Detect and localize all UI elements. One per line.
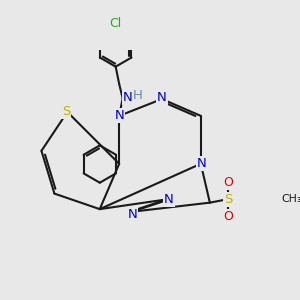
Text: N: N — [114, 110, 124, 122]
Text: S: S — [224, 193, 232, 206]
Text: O: O — [223, 210, 233, 223]
Text: O: O — [223, 176, 233, 189]
Text: S: S — [62, 105, 70, 118]
Text: N: N — [197, 157, 207, 170]
Text: N: N — [122, 91, 132, 104]
Text: N: N — [127, 208, 137, 220]
Text: N: N — [164, 194, 174, 206]
Text: H: H — [133, 89, 143, 102]
Text: Cl: Cl — [110, 17, 122, 30]
Text: CH₃: CH₃ — [281, 194, 300, 204]
Text: N: N — [157, 92, 167, 104]
